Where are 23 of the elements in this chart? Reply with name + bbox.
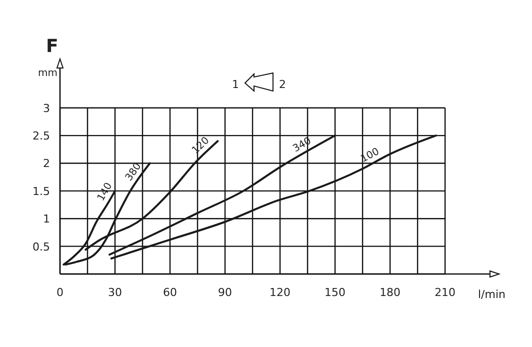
x-tick-label: 120 xyxy=(270,286,291,299)
x-tick-label: 90 xyxy=(218,286,232,299)
text: 340 xyxy=(291,136,314,155)
y-tick-label: 0.5 xyxy=(32,240,50,254)
text: 120 xyxy=(190,135,212,156)
x-tick-label: 60 xyxy=(163,286,178,299)
y-tick-label: 3 xyxy=(43,102,50,115)
annotation: 2 xyxy=(279,78,286,91)
x-tick-label: 30 xyxy=(108,286,122,299)
y-tick-label: 1 xyxy=(43,212,50,226)
chart-title: F xyxy=(46,36,58,57)
x-tick-label: 0 xyxy=(56,286,64,299)
text: 140 xyxy=(96,181,115,204)
annotation: 1 xyxy=(232,78,239,91)
x-tick-label: 210 xyxy=(434,286,456,299)
x-tick-label: 180 xyxy=(380,286,401,299)
y-tick-label: 2 xyxy=(43,157,50,170)
y-tick-label: 2.5 xyxy=(32,130,50,143)
y-tick-label: 1.5 xyxy=(32,184,50,198)
x-tick-label: 150 xyxy=(324,286,346,299)
y-axis-title: mm xyxy=(38,68,58,79)
x-axis-title: l/min xyxy=(478,288,506,301)
text: 100 xyxy=(359,146,382,166)
